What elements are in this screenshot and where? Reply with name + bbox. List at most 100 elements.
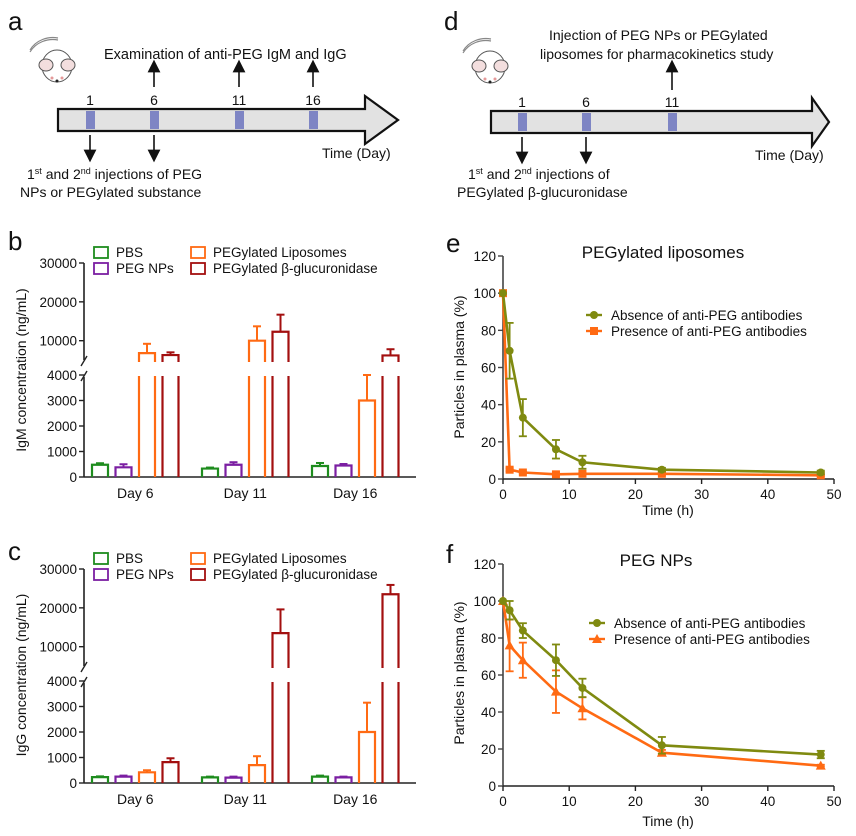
data-point (518, 626, 527, 635)
x-tick-label: 20 (628, 487, 643, 502)
bar (271, 631, 290, 668)
y-tick-label: 20 (481, 742, 496, 757)
data-point (518, 413, 527, 422)
y-tick-label: 10000 (39, 640, 77, 655)
y-axis-label: Particles in plasma (%) (451, 601, 467, 744)
bar (161, 353, 180, 362)
bar (224, 463, 243, 477)
y-tick-label: 80 (481, 631, 496, 646)
legend-label: Absence of anti-PEG antibodies (611, 308, 803, 323)
y-tick-label: 30000 (39, 256, 77, 271)
chart-e: e PEGylated liposomes Particles in plasm… (446, 228, 842, 518)
legend-label: PBS (116, 551, 143, 566)
data-point (550, 686, 561, 696)
x-tick-label: 30 (694, 794, 709, 809)
y-tick-label: 60 (481, 361, 496, 376)
data-point (551, 470, 560, 479)
panel-letter-c: c (8, 536, 21, 566)
y-tick-label: 4000 (47, 368, 77, 383)
bar (334, 464, 353, 477)
bar (114, 775, 133, 783)
y-tick-label: 100 (473, 286, 496, 301)
chart-b: b IgM concentration (ng/mL) 0 1000 2000 300… (8, 226, 416, 501)
injection-label-line2: NPs or PEGylated substance (20, 184, 202, 200)
x-tick-label: 0 (499, 794, 507, 809)
data-point (657, 469, 666, 478)
data-point (505, 606, 514, 615)
y-tick-label: 40 (481, 705, 496, 720)
bar (381, 593, 400, 668)
x-tick-label: Day 11 (224, 791, 268, 807)
y-tick-label: 20 (481, 435, 496, 450)
axis-break-mark (80, 661, 88, 673)
data-point (657, 741, 666, 750)
legend-label: Presence of anti-PEG antibodies (611, 324, 807, 339)
day-label: 16 (305, 92, 321, 108)
panel-letter-b: b (8, 226, 22, 256)
legend-label: PBS (116, 245, 143, 260)
y-tick-label: 10000 (39, 334, 77, 349)
panel-letter-e: e (446, 228, 460, 258)
legend-swatch (190, 568, 206, 581)
x-tick-label: 40 (760, 794, 775, 809)
data-point (578, 683, 587, 692)
y-tick-label: 40 (481, 398, 496, 413)
y-axis-label: IgG concentration (ng/mL) (13, 594, 29, 757)
data-point (578, 469, 587, 478)
y-tick-label: 3000 (47, 700, 77, 715)
legend-swatch (190, 262, 206, 275)
data-point (505, 346, 514, 355)
timeline-arrow (56, 93, 400, 147)
x-axis-label: Time (h) (642, 502, 694, 518)
pk-label-line1: Injection of PEG NPs or PEGylated (549, 27, 768, 43)
data-point (504, 640, 515, 650)
legend-label: PEGylated β-glucuronidase (213, 567, 378, 582)
day-marker (235, 111, 244, 129)
legend-label: Presence of anti-PEG antibodies (614, 632, 810, 647)
axis-break-mark (80, 355, 88, 367)
day-label: 6 (150, 92, 158, 108)
y-tick-label: 80 (481, 323, 496, 338)
y-tick-label: 1000 (47, 445, 77, 460)
x-tick-label: Day 11 (224, 485, 268, 501)
data-point (551, 656, 560, 665)
day-label: 11 (665, 94, 680, 110)
x-tick-label: 20 (628, 794, 643, 809)
mouse-icon (462, 37, 509, 84)
day-marker (518, 113, 527, 131)
y-axis-label: Particles in plasma (%) (451, 295, 467, 438)
x-tick-label: Day 16 (333, 485, 378, 501)
data-point (593, 619, 601, 627)
bar (137, 352, 157, 362)
x-tick-label: Day 6 (117, 485, 154, 501)
panel-letter-a: a (8, 6, 23, 36)
data-point (816, 750, 825, 759)
chart-title: PEGylated liposomes (582, 243, 745, 262)
time-axis-label: Time (Day) (322, 145, 391, 161)
axis-break-mark (80, 676, 88, 688)
legend-swatch (93, 262, 109, 275)
bar (310, 775, 330, 783)
x-tick-label: 10 (562, 487, 577, 502)
legend-swatch (190, 246, 206, 259)
x-axis-label: Time (h) (642, 813, 694, 829)
day-marker (150, 111, 159, 129)
y-tick-label: 0 (69, 470, 77, 485)
bar (334, 776, 353, 783)
day-label: 6 (582, 94, 590, 110)
legend-swatch (190, 552, 206, 565)
y-tick-label: 2000 (47, 725, 77, 740)
injection-label-line2: PEGylated β-glucuronidase (457, 184, 628, 200)
day-label: 1 (86, 92, 94, 108)
legend-label: PEGylated Liposomes (213, 551, 347, 566)
chart-f: f PEG NPs Particles in plasma (%) Time (… (446, 539, 842, 829)
injection-label-line1: 1st and 2nd injections of (468, 166, 610, 182)
chart-c: c IgG concentration (ng/mL) 0 1000 2000 300… (8, 536, 416, 807)
timeline-arrow (489, 94, 831, 150)
data-point (816, 468, 825, 477)
panel-d: d Injection of PEG NPs or PEGylated lipo… (444, 6, 831, 200)
day-label: 11 (232, 92, 247, 108)
y-tick-label: 100 (473, 594, 496, 609)
bar (357, 399, 377, 477)
